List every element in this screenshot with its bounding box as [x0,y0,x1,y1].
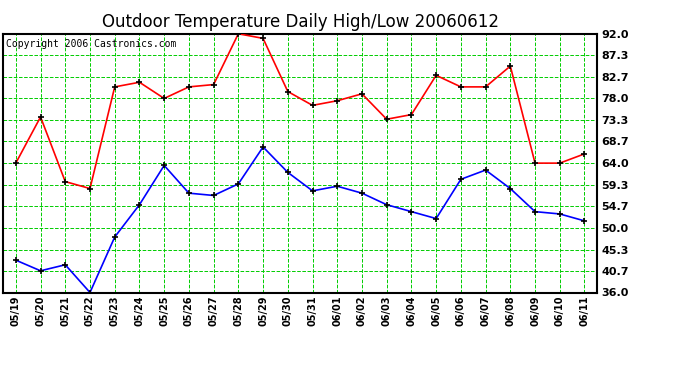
Title: Outdoor Temperature Daily High/Low 20060612: Outdoor Temperature Daily High/Low 20060… [101,13,499,31]
Text: Copyright 2006 Castronics.com: Copyright 2006 Castronics.com [6,39,177,49]
